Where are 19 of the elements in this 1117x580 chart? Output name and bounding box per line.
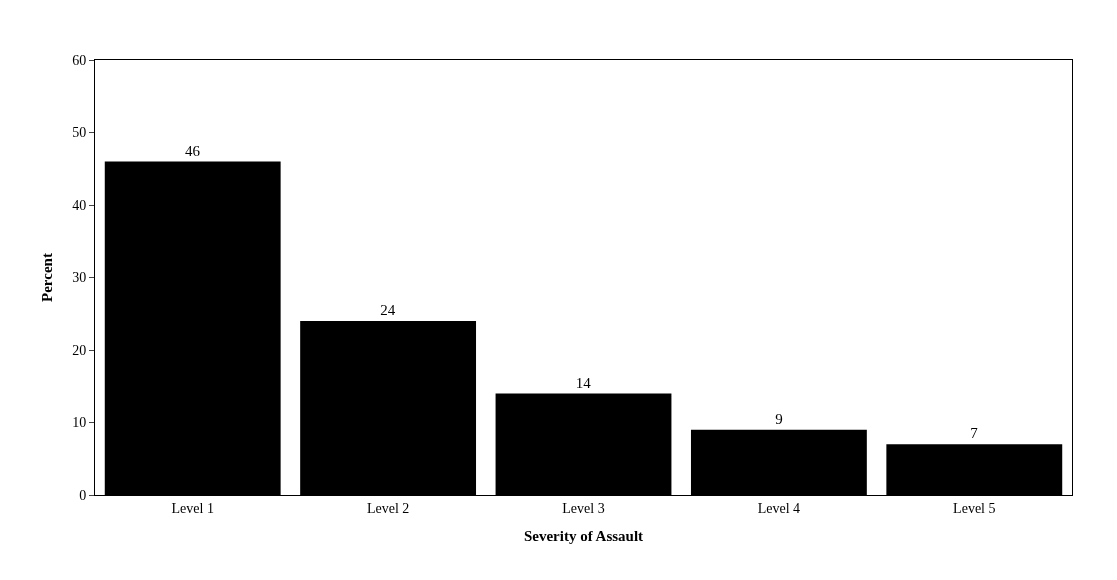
data-label: 9 — [775, 410, 783, 427]
x-tick-label: Level 3 — [562, 500, 605, 516]
data-label: 14 — [575, 374, 592, 391]
y-tick-label: 40 — [72, 197, 87, 213]
y-tick-label: 0 — [79, 487, 87, 503]
x-tick-label: Level 5 — [953, 500, 996, 516]
data-label: 24 — [380, 302, 396, 318]
x-tick-label: Level 2 — [366, 500, 410, 516]
data-label: 46 — [184, 142, 201, 159]
y-tick-label: 50 — [72, 125, 87, 141]
x-tick-label: Level 4 — [757, 500, 801, 516]
y-tick-label: 60 — [72, 52, 87, 68]
data-label: 7 — [970, 425, 979, 442]
y-axis-title: Percent — [39, 253, 56, 302]
x-tick-label: Level 1 — [171, 500, 214, 516]
x-axis-title: Severity of Assault — [523, 527, 644, 544]
y-tick-label: 10 — [72, 415, 87, 431]
y-tick-label: 30 — [72, 270, 87, 286]
y-tick-label: 20 — [72, 342, 87, 358]
